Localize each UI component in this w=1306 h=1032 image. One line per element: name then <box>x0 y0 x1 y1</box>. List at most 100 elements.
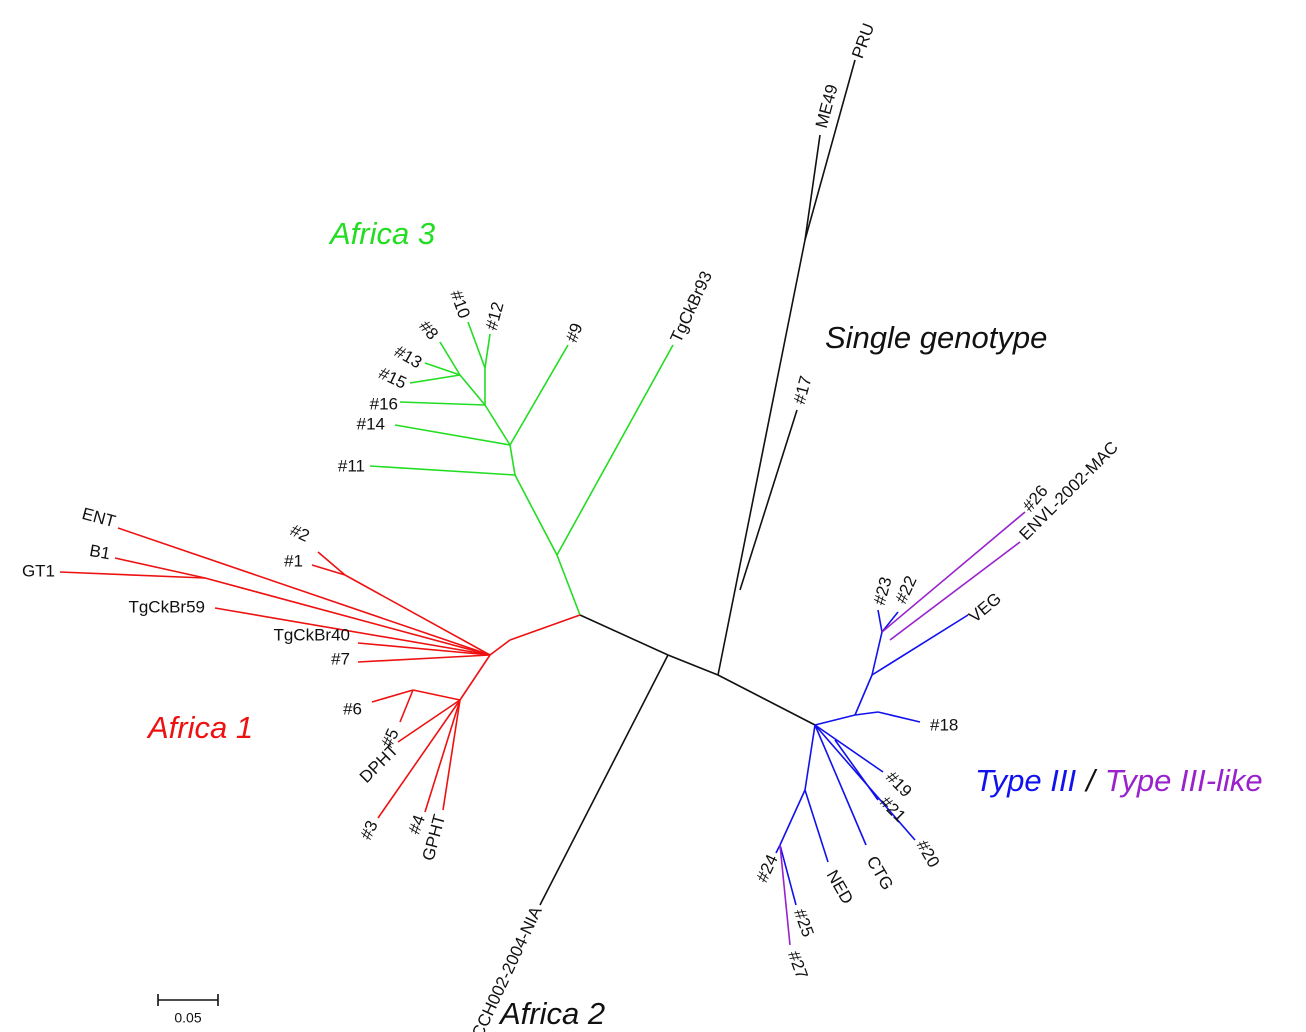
leaf-label: #20 <box>913 837 944 871</box>
branch <box>399 401 486 406</box>
branch <box>509 614 581 641</box>
branch <box>59 571 206 579</box>
leaf-label: #7 <box>331 649 350 668</box>
branch <box>877 711 921 723</box>
branch <box>114 557 206 579</box>
leaf-label: ENT <box>80 504 118 531</box>
leaf-label: NED <box>823 867 857 908</box>
branch <box>397 699 461 743</box>
branch <box>117 527 491 656</box>
leaf-label: B1 <box>88 541 112 563</box>
branch <box>881 511 1026 633</box>
branch <box>804 724 816 791</box>
branch <box>871 614 969 676</box>
leaf-label: #6 <box>343 699 362 718</box>
branch <box>779 844 791 946</box>
branch <box>369 465 516 476</box>
leaf-label: PRU <box>848 21 878 61</box>
branch <box>204 577 491 656</box>
leaf-label: #15 <box>376 363 410 392</box>
branch <box>377 699 461 819</box>
branch <box>579 614 669 656</box>
branch <box>489 639 511 656</box>
leaf-label: #12 <box>482 300 508 332</box>
branch <box>881 611 899 633</box>
leaf-label: #27 <box>784 948 812 981</box>
leaf-label: #1 <box>284 551 303 570</box>
branch <box>459 654 491 701</box>
leaf-label: TgCkBr93 <box>666 268 716 345</box>
separator: / <box>1084 763 1098 798</box>
branch <box>412 689 461 701</box>
branch <box>854 674 873 716</box>
branch <box>311 564 346 576</box>
branch <box>854 711 879 716</box>
leaf-label: #10 <box>446 288 474 321</box>
type3-like-label: Type III-like <box>1105 763 1263 798</box>
leaf-label: #11 <box>338 456 365 475</box>
leaf-label: TgCkBr59 <box>128 597 205 616</box>
branch <box>371 689 414 703</box>
branch <box>804 134 821 241</box>
branch <box>459 374 486 406</box>
type3-label: Type III <box>975 763 1076 798</box>
leaf-label: #22 <box>891 573 920 607</box>
branch <box>814 724 916 841</box>
branch <box>424 699 461 813</box>
branch <box>484 404 511 446</box>
branch <box>399 689 414 723</box>
leaf-label: CTG <box>863 853 897 894</box>
branch <box>877 609 883 633</box>
branch <box>357 642 491 656</box>
leaf-label: #13 <box>391 342 425 373</box>
branch <box>556 554 581 616</box>
group-label: Type III / Type III-like <box>975 763 1263 798</box>
leaf-label: #24 <box>752 852 781 886</box>
leaf-label: #25 <box>790 906 818 939</box>
branch <box>439 341 461 376</box>
leaf-label: #3 <box>356 818 381 843</box>
branch <box>467 321 486 369</box>
branch <box>514 474 558 556</box>
scale-label: 0.05 <box>174 1010 201 1026</box>
branch <box>509 344 569 446</box>
leaf-label: #8 <box>415 317 442 344</box>
branch <box>409 374 461 384</box>
branch <box>344 574 491 656</box>
leaf-label: #16 <box>370 394 398 413</box>
leaf-label: #23 <box>870 575 896 607</box>
leaf-label: VEG <box>965 589 1005 627</box>
branch <box>424 362 461 376</box>
branch <box>509 444 516 476</box>
leaf-label: DPHT <box>356 741 402 787</box>
branch <box>556 344 674 556</box>
branch <box>717 674 816 726</box>
branch <box>717 239 806 676</box>
branch <box>779 789 806 846</box>
leaf-label: #9 <box>562 321 586 345</box>
branch <box>667 654 719 676</box>
branch <box>214 607 491 656</box>
group-label: Africa 1 <box>146 710 253 745</box>
branch <box>889 541 1021 641</box>
branch <box>804 789 829 863</box>
branch <box>442 699 461 811</box>
branch <box>394 424 511 446</box>
leaf-label: #18 <box>930 715 958 734</box>
branch <box>804 59 856 241</box>
leaf-label: #17 <box>790 374 816 406</box>
branch <box>357 654 491 663</box>
leaf-label: GT1 <box>22 561 55 580</box>
leaf-label: #14 <box>357 414 385 433</box>
branch <box>814 714 856 726</box>
group-label: Africa 3 <box>328 216 435 251</box>
group-label: Single genotype <box>825 320 1047 355</box>
branch <box>739 409 798 591</box>
branch <box>484 333 491 369</box>
branch <box>814 724 867 846</box>
scale-bar: 0.05 <box>157 994 219 1026</box>
branch <box>871 631 883 676</box>
branch <box>779 844 797 906</box>
leaf-label: #2 <box>287 520 312 545</box>
